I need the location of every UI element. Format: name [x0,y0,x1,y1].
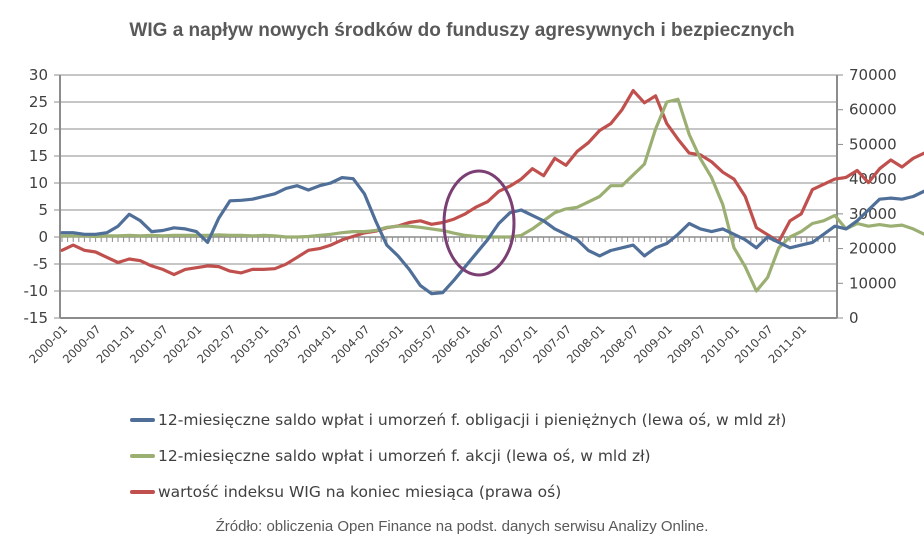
legend-item-bonds: 12-miesięczne saldo wpłat i umorzeń f. o… [130,402,786,438]
legend-label-wig: wartość indeksu WIG na koniec miesiąca (… [158,483,562,501]
legend-label-equity: 12-miesięczne saldo wpłat i umorzeń f. a… [158,447,651,465]
left-tick-label: 15 [29,147,48,165]
highlight-ellipse [442,169,516,277]
legend-item-equity: 12-miesięczne saldo wpłat i umorzeń f. a… [130,438,786,474]
right-tick-label: 20000 [849,240,897,258]
legend-swatch-equity [130,454,155,458]
chart-title: WIG a napływ nowych środków do funduszy … [129,20,795,41]
left-tick-label: -10 [24,282,49,300]
left-tick-label: 25 [29,93,48,111]
right-tick-label: 10000 [849,274,897,292]
left-tick-label: 0 [38,228,48,246]
series-line-2 [60,88,924,277]
right-tick-label: 0 [849,309,859,327]
left-axis-ticks: 30 25 20 15 10 5 0 -5 -10 -15 [24,66,60,327]
left-tick-label: -15 [24,309,49,327]
left-tick-label: 20 [29,120,48,138]
x-axis-labels: 2000-012000-072001-012001-072002-012002-… [26,322,809,366]
series-lines [60,88,924,296]
right-tick-label: 50000 [849,135,897,153]
series-line-0 [60,176,924,296]
legend-item-wig: wartość indeksu WIG na koniec miesiąca (… [130,474,786,510]
left-tick-label: 10 [29,174,48,192]
left-tick-label: 5 [38,201,48,219]
legend-swatch-wig [130,490,155,494]
left-tick-label: -5 [33,255,48,273]
legend: 12-miesięczne saldo wpłat i umorzeń f. o… [130,402,786,510]
source-note: Źródło: obliczenia Open Finance na podst… [215,518,709,535]
right-tick-label: 70000 [849,66,897,84]
left-tick-label: 30 [29,66,48,84]
right-tick-label: 60000 [849,101,897,119]
legend-swatch-bonds [130,418,155,422]
legend-label-bonds: 12-miesięczne saldo wpłat i umorzeń f. o… [158,411,787,429]
